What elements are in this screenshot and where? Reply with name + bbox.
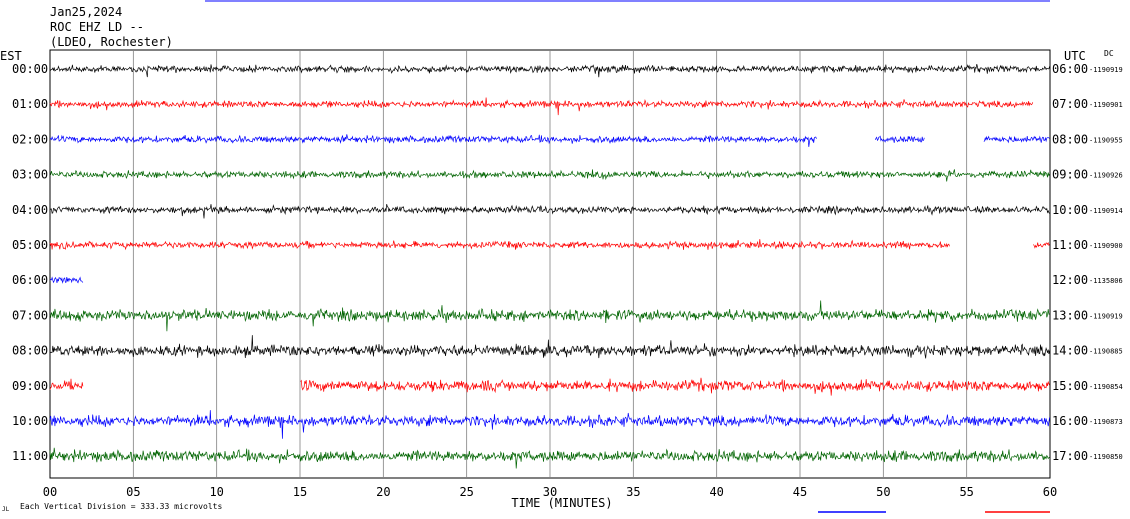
x-tick-label: 55 [959, 485, 973, 499]
est-label: EST [0, 49, 22, 63]
est-row-label: 02:00 [12, 132, 48, 146]
dc-offset-label: -1190926 [1089, 172, 1123, 180]
est-row-label: 07:00 [12, 308, 48, 322]
est-row-label: 05:00 [12, 238, 48, 252]
dc-offset-label: -1190914 [1089, 207, 1123, 215]
trace-0600 [49, 276, 84, 284]
dc-offset-label: -1190885 [1089, 348, 1123, 356]
trace-1000 [49, 410, 1050, 439]
dc-label: DC [1104, 49, 1114, 58]
x-tick-label: 40 [709, 485, 723, 499]
x-tick-label: 60 [1043, 485, 1057, 499]
dc-offset-label: -1190955 [1089, 136, 1123, 144]
est-row-label: 06:00 [12, 273, 48, 287]
dc-offset-label: -1190901 [1089, 101, 1123, 109]
grid-lines [132, 50, 968, 478]
utc-row-label: 17:00 [1052, 449, 1088, 463]
dc-offset-label: -1190919 [1089, 312, 1123, 320]
utc-row-label: 07:00 [1052, 97, 1088, 111]
header-date: Jan25,2024 [50, 5, 122, 19]
x-tick-label: 45 [793, 485, 807, 499]
est-row-label: 03:00 [12, 168, 48, 182]
utc-row-label: 11:00 [1052, 238, 1088, 252]
trace-0200 [49, 134, 1050, 147]
header-network: (LDEO, Rochester) [50, 35, 173, 49]
utc-row-label: 12:00 [1052, 273, 1088, 287]
trace-0700 [49, 300, 1050, 332]
trace-0300 [49, 169, 1050, 182]
est-row-label: 10:00 [12, 414, 48, 428]
corner-mark: JL [2, 506, 10, 513]
est-row-label: 04:00 [12, 203, 48, 217]
x-tick-label: 20 [376, 485, 390, 499]
utc-row-label: 09:00 [1052, 168, 1088, 182]
dc-offset-label: -1190854 [1089, 383, 1123, 391]
x-tick-label: 25 [459, 485, 473, 499]
header-station: ROC EHZ LD -- [50, 20, 144, 34]
dc-offset-label: -1135806 [1089, 277, 1123, 285]
est-row-label: 09:00 [12, 379, 48, 393]
trace-1100 [49, 447, 1050, 469]
utc-row-label: 06:00 [1052, 62, 1088, 76]
trace-0400 [49, 204, 1050, 219]
dc-offset-label: -1190919 [1089, 66, 1123, 74]
vertical-division-note: Each Vertical Division = 333.33 microvol… [20, 502, 222, 511]
trace-0500 [49, 239, 1050, 251]
trace-0000 [49, 64, 1050, 78]
dc-offset-label: -1190873 [1089, 418, 1123, 426]
utc-label: UTC [1064, 49, 1086, 63]
est-row-label: 08:00 [12, 344, 48, 358]
est-row-label: 00:00 [12, 62, 48, 76]
est-row-label: 01:00 [12, 97, 48, 111]
x-tick-label: 05 [126, 485, 140, 499]
x-axis-title: TIME (MINUTES) [511, 496, 612, 510]
est-row-label: 11:00 [12, 449, 48, 463]
x-tick-label: 35 [626, 485, 640, 499]
trace-0900 [49, 377, 1050, 396]
dc-offset-label: -1190850 [1089, 453, 1123, 461]
trace-0800 [49, 335, 1050, 359]
utc-row-label: 13:00 [1052, 308, 1088, 322]
utc-row-label: 08:00 [1052, 132, 1088, 146]
utc-row-label: 14:00 [1052, 344, 1088, 358]
utc-row-label: 16:00 [1052, 414, 1088, 428]
x-tick-label: 10 [209, 485, 223, 499]
trace-0100 [49, 97, 1034, 116]
x-tick-label: 30 [543, 485, 557, 499]
dc-offset-label: -1190900 [1089, 242, 1123, 250]
utc-row-label: 15:00 [1052, 379, 1088, 393]
x-tick-labels: 00 05 10 15 20 25 30 35 40 45 50 55 60 [43, 485, 1057, 499]
x-tick-label: 15 [293, 485, 307, 499]
trace-group [49, 64, 1050, 469]
x-tick-label: 00 [43, 485, 57, 499]
x-tick-label: 50 [876, 485, 890, 499]
utc-row-label: 10:00 [1052, 203, 1088, 217]
